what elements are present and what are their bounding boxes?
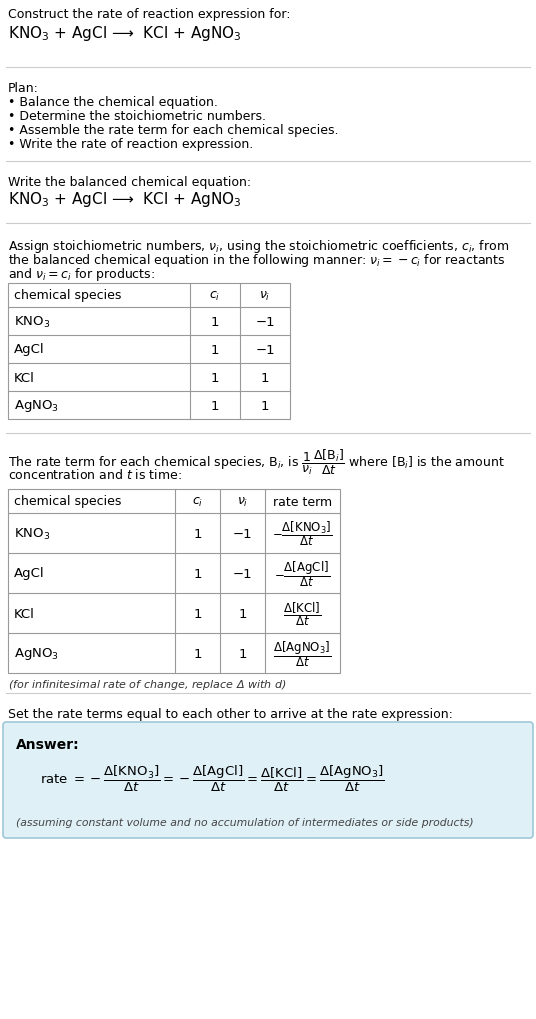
Text: $\nu_i$: $\nu_i$ <box>259 289 271 303</box>
Text: Answer:: Answer: <box>16 738 80 751</box>
Text: AgCl: AgCl <box>14 343 44 357</box>
Text: • Balance the chemical equation.: • Balance the chemical equation. <box>8 96 218 109</box>
Text: AgCl: AgCl <box>14 567 44 580</box>
Text: • Assemble the rate term for each chemical species.: • Assemble the rate term for each chemic… <box>8 124 339 137</box>
Text: 1: 1 <box>211 371 219 384</box>
Text: 1: 1 <box>260 399 269 412</box>
Text: $\nu_i$: $\nu_i$ <box>237 495 248 508</box>
Text: Set the rate terms equal to each other to arrive at the rate expression:: Set the rate terms equal to each other t… <box>8 707 453 720</box>
Text: KNO$_3$ + AgCl ⟶  KCl + AgNO$_3$: KNO$_3$ + AgCl ⟶ KCl + AgNO$_3$ <box>8 24 242 43</box>
Text: 1: 1 <box>193 527 202 540</box>
Text: 1: 1 <box>211 343 219 357</box>
Text: $\dfrac{\Delta[\mathrm{KCl}]}{\Delta t}$: $\dfrac{\Delta[\mathrm{KCl}]}{\Delta t}$ <box>284 599 322 628</box>
Text: $-\dfrac{\Delta[\mathrm{AgCl}]}{\Delta t}$: $-\dfrac{\Delta[\mathrm{AgCl}]}{\Delta t… <box>274 558 331 588</box>
Text: 1: 1 <box>260 371 269 384</box>
Text: chemical species: chemical species <box>14 289 121 303</box>
Text: $-\dfrac{\Delta[\mathrm{KNO}_3]}{\Delta t}$: $-\dfrac{\Delta[\mathrm{KNO}_3]}{\Delta … <box>272 519 333 548</box>
Text: • Determine the stoichiometric numbers.: • Determine the stoichiometric numbers. <box>8 110 266 123</box>
Text: chemical species: chemical species <box>14 495 121 508</box>
Text: rate term: rate term <box>273 495 332 508</box>
Text: 1: 1 <box>211 399 219 412</box>
Text: KCl: KCl <box>14 371 35 384</box>
Text: −1: −1 <box>255 315 275 328</box>
Text: and $\nu_i = c_i$ for products:: and $\nu_i = c_i$ for products: <box>8 266 155 282</box>
Text: (assuming constant volume and no accumulation of intermediates or side products): (assuming constant volume and no accumul… <box>16 817 474 827</box>
Text: −1: −1 <box>233 527 252 540</box>
Text: 1: 1 <box>211 315 219 328</box>
Text: the balanced chemical equation in the following manner: $\nu_i = -c_i$ for react: the balanced chemical equation in the fo… <box>8 252 505 269</box>
Text: 1: 1 <box>193 567 202 580</box>
Text: $\dfrac{\Delta[\mathrm{AgNO}_3]}{\Delta t}$: $\dfrac{\Delta[\mathrm{AgNO}_3]}{\Delta … <box>273 639 332 668</box>
FancyBboxPatch shape <box>3 722 533 839</box>
Text: KCl: KCl <box>14 607 35 620</box>
Text: The rate term for each chemical species, B$_i$, is $\dfrac{1}{\nu_i}\dfrac{\Delt: The rate term for each chemical species,… <box>8 447 505 477</box>
Text: Assign stoichiometric numbers, $\nu_i$, using the stoichiometric coefficients, $: Assign stoichiometric numbers, $\nu_i$, … <box>8 237 509 255</box>
Text: rate $= -\dfrac{\Delta[\mathrm{KNO}_3]}{\Delta t} = -\dfrac{\Delta[\mathrm{AgCl}: rate $= -\dfrac{\Delta[\mathrm{KNO}_3]}{… <box>40 763 385 794</box>
Text: Write the balanced chemical equation:: Write the balanced chemical equation: <box>8 176 251 189</box>
Text: −1: −1 <box>233 567 252 580</box>
Text: $c_i$: $c_i$ <box>192 495 203 508</box>
Text: −1: −1 <box>255 343 275 357</box>
Text: 1: 1 <box>193 647 202 660</box>
Text: KNO$_3$: KNO$_3$ <box>14 314 50 329</box>
Text: 1: 1 <box>238 607 247 620</box>
Text: AgNO$_3$: AgNO$_3$ <box>14 397 59 414</box>
Text: 1: 1 <box>193 607 202 620</box>
Bar <box>8 489 340 674</box>
Text: KNO$_3$ + AgCl ⟶  KCl + AgNO$_3$: KNO$_3$ + AgCl ⟶ KCl + AgNO$_3$ <box>8 190 242 209</box>
Text: concentration and $t$ is time:: concentration and $t$ is time: <box>8 468 182 482</box>
Text: Plan:: Plan: <box>8 82 39 95</box>
Text: AgNO$_3$: AgNO$_3$ <box>14 645 59 661</box>
Text: 1: 1 <box>238 647 247 660</box>
Text: KNO$_3$: KNO$_3$ <box>14 526 50 541</box>
Text: Construct the rate of reaction expression for:: Construct the rate of reaction expressio… <box>8 8 291 21</box>
Text: • Write the rate of reaction expression.: • Write the rate of reaction expression. <box>8 138 253 151</box>
Text: (for infinitesimal rate of change, replace Δ with $d$): (for infinitesimal rate of change, repla… <box>8 678 287 691</box>
Text: $c_i$: $c_i$ <box>210 289 221 303</box>
Bar <box>8 283 290 420</box>
